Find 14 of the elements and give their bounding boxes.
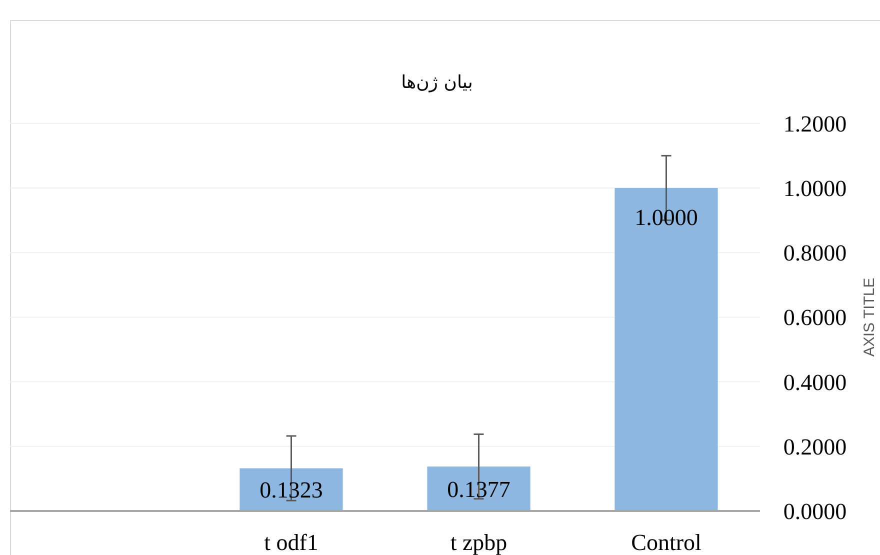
y-axis-title: AXIS TITLE (861, 278, 878, 357)
data-label: 1.0000 (634, 205, 698, 230)
y-tick-label: 1.0000 (783, 176, 847, 201)
y-tick-label: 0.8000 (783, 240, 847, 266)
y-tick-label: 0.2000 (783, 434, 847, 460)
y-tick-label: 0.6000 (783, 305, 847, 330)
y-tick-label: 0.0000 (783, 499, 847, 524)
y-tick-label: 1.2000 (783, 111, 847, 136)
x-tick-label: Control (631, 530, 702, 555)
x-tick-label: t odf1 (264, 530, 318, 555)
chart-title: بیان ژن‌ها (401, 72, 473, 93)
x-tick-label: t zpbp (450, 530, 508, 555)
bar (614, 188, 718, 511)
y-tick-label: 0.4000 (783, 370, 847, 395)
